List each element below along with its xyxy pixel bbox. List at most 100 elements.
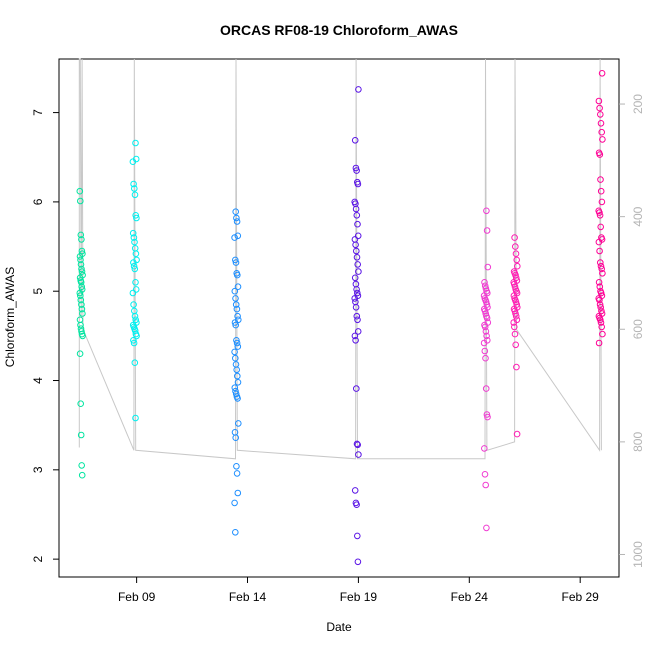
- data-point-rf10: [234, 379, 242, 386]
- data-point-rf12: [351, 274, 359, 282]
- data-point-rf15: [511, 234, 518, 241]
- data-point-rf19: [597, 120, 605, 127]
- data-point-rf09: [133, 214, 140, 222]
- data-point-rf10: [234, 489, 242, 497]
- x-tick-label: Feb 19: [340, 590, 378, 604]
- data-point-rf10: [234, 271, 241, 279]
- data-point-rf12: [355, 268, 362, 275]
- data-point-rf14: [483, 227, 491, 234]
- data-point-rf08: [78, 268, 86, 275]
- data-point-rf10: [234, 343, 242, 350]
- data-point-rf19: [595, 339, 603, 347]
- data-point-rf09: [132, 279, 139, 286]
- data-point-rf15: [512, 341, 520, 349]
- data-point-rf12: [354, 220, 361, 228]
- data-point-rf15: [510, 319, 518, 326]
- data-point-rf14: [481, 347, 489, 355]
- data-point-rf08: [77, 279, 85, 286]
- data-point-rf09: [130, 301, 137, 308]
- data-point-rf10: [231, 348, 238, 356]
- data-point-rf14: [481, 323, 489, 331]
- data-point-rf19: [598, 198, 606, 206]
- data-point-rf19: [596, 104, 603, 112]
- data-point-rf15: [511, 323, 518, 331]
- data-point-rf19: [595, 279, 603, 286]
- data-point-rf19: [599, 270, 606, 277]
- data-point-rf08: [76, 316, 84, 324]
- data-point-rf08: [78, 305, 86, 313]
- data-point-rf14: [482, 481, 490, 489]
- plot-frame: [58, 58, 620, 578]
- data-point-rf12: [355, 451, 362, 458]
- scatter-points-layer: [76, 70, 606, 566]
- y2-tick-label: 600: [631, 319, 645, 339]
- data-point-rf14: [482, 285, 490, 292]
- y-axis: 2 3 4 5 6 7: [31, 109, 59, 562]
- data-point-rf19: [596, 247, 603, 255]
- data-point-rf12: [353, 385, 360, 392]
- data-point-rf10: [234, 395, 241, 402]
- data-point-rf09: [132, 250, 140, 257]
- data-point-rf08: [77, 197, 84, 205]
- data-point-rf14: [483, 314, 491, 322]
- data-point-rf19: [597, 259, 604, 266]
- y2-tick-label: 1000: [631, 541, 645, 568]
- data-point-rf09: [129, 229, 137, 237]
- data-point-rf15: [510, 292, 518, 300]
- data-point-rf12: [354, 532, 361, 540]
- data-point-rf12: [352, 337, 359, 344]
- data-point-rf19: [596, 212, 604, 219]
- data-point-rf12: [355, 86, 362, 93]
- data-point-rf14: [480, 339, 488, 347]
- data-point-rf08: [76, 253, 84, 260]
- data-point-rf08: [77, 296, 85, 304]
- x-tick-label: Feb 14: [229, 590, 267, 604]
- data-point-rf10: [232, 390, 240, 398]
- data-point-rf12: [354, 232, 362, 240]
- x-axis-label: Date: [326, 620, 352, 634]
- data-point-rf08: [78, 471, 86, 479]
- data-point-rf10: [232, 321, 239, 329]
- data-point-rf09: [131, 265, 139, 273]
- data-point-rf19: [597, 187, 605, 195]
- data-point-rf09: [132, 414, 139, 422]
- data-point-rf10: [234, 312, 241, 320]
- data-point-rf12: [353, 167, 360, 174]
- data-point-rf10: [235, 420, 242, 427]
- pressure-line-layer: [78, 58, 602, 460]
- data-point-rf12: [354, 558, 362, 566]
- data-point-rf12: [354, 441, 362, 449]
- data-point-rf10: [234, 283, 242, 291]
- data-point-rf10: [233, 470, 241, 477]
- data-point-rf08: [78, 328, 85, 335]
- data-point-rf19: [598, 307, 605, 315]
- data-point-rf10: [232, 354, 239, 362]
- chart-title: ORCAS RF08-19 Chloroform_AWAS: [220, 22, 458, 38]
- data-point-rf09: [133, 332, 140, 340]
- data-point-rf19: [598, 265, 606, 273]
- data-point-rf19: [598, 323, 606, 331]
- data-point-rf12: [354, 261, 362, 268]
- data-point-rf09: [129, 289, 137, 297]
- data-point-rf15: [514, 262, 521, 270]
- data-point-rf08: [78, 462, 85, 469]
- data-point-rf08: [76, 289, 84, 297]
- data-point-rf12: [354, 180, 362, 188]
- data-point-rf08: [77, 400, 84, 408]
- data-point-rf09: [130, 180, 137, 188]
- data-point-rf12: [351, 487, 359, 494]
- data-point-rf09: [132, 316, 139, 324]
- data-point-rf10: [231, 499, 238, 507]
- data-point-rf10: [232, 301, 240, 308]
- y-tick-label: 6: [31, 198, 45, 205]
- data-point-rf10: [233, 218, 241, 225]
- data-point-rf19: [597, 262, 605, 270]
- data-point-rf09: [130, 262, 138, 270]
- data-point-rf10: [233, 214, 240, 222]
- data-point-rf14: [481, 445, 488, 452]
- data-point-rf10: [233, 339, 241, 347]
- data-point-rf10: [231, 384, 239, 392]
- data-point-rf08: [78, 301, 85, 308]
- data-point-rf09: [132, 212, 139, 219]
